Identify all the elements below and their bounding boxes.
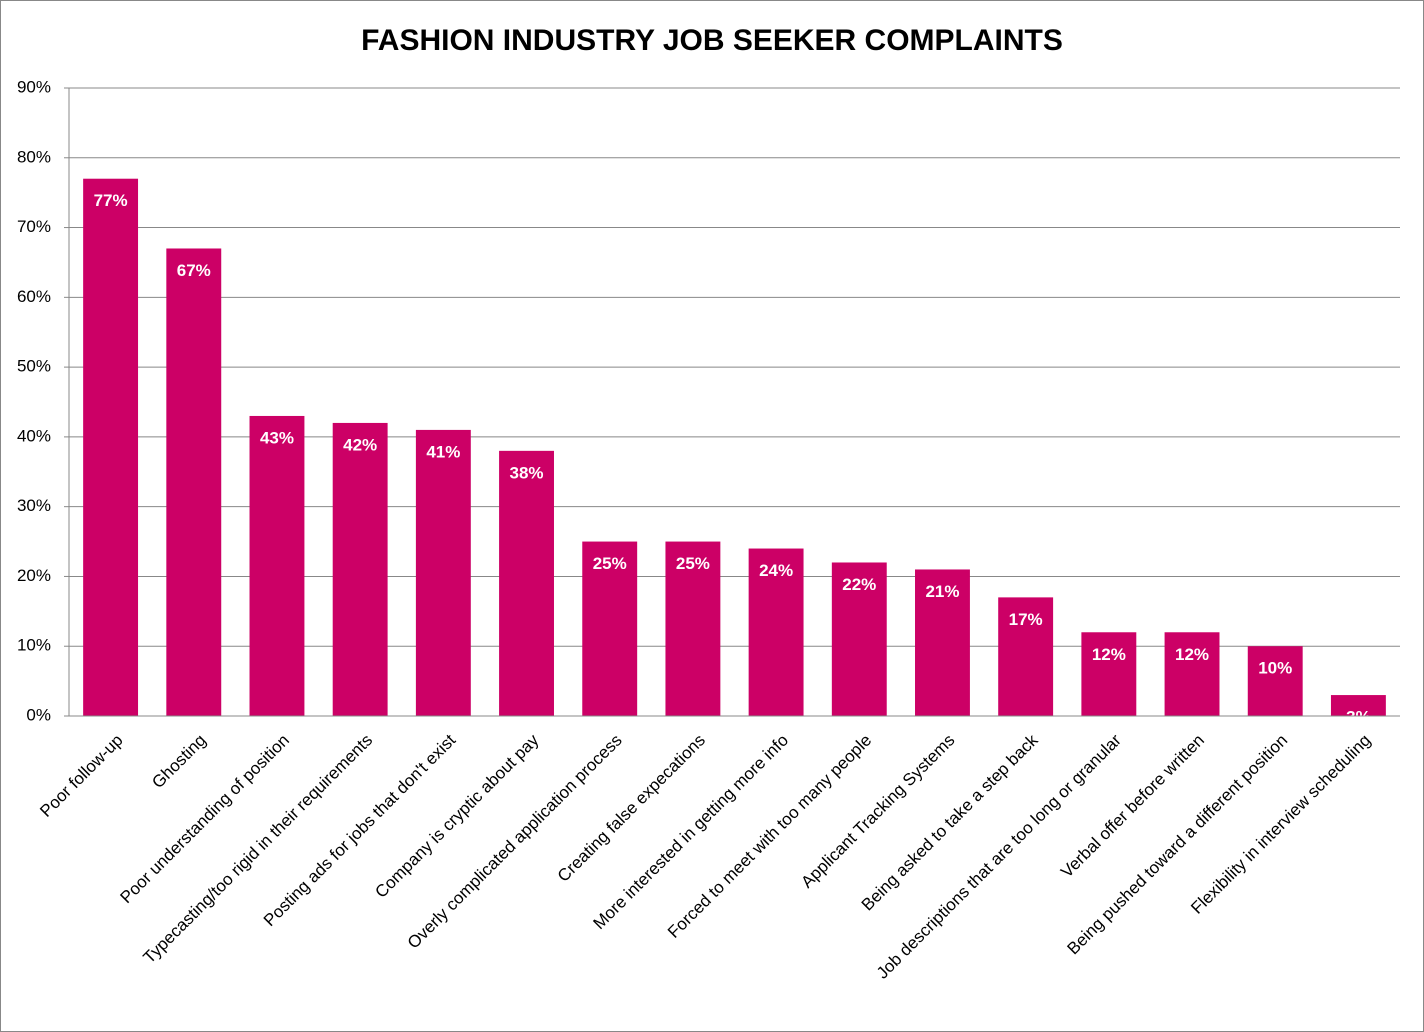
data-label: 41%: [426, 442, 460, 461]
y-tick-label: 50%: [17, 357, 51, 376]
bar: [1081, 632, 1137, 716]
bar: [582, 541, 638, 716]
data-label: 43%: [260, 428, 294, 447]
y-tick-label: 60%: [17, 287, 51, 306]
data-label: 38%: [510, 463, 544, 482]
data-label: 10%: [1258, 659, 1292, 678]
bar: [665, 541, 721, 716]
y-tick-label: 40%: [17, 426, 51, 445]
bar: [831, 562, 887, 716]
y-tick-label: 90%: [17, 77, 51, 96]
bar: [332, 422, 388, 716]
data-label: 77%: [94, 191, 128, 210]
data-label: 42%: [343, 435, 377, 454]
bar: [499, 450, 554, 716]
bar: [1330, 695, 1386, 716]
data-label: 22%: [842, 575, 876, 594]
y-tick-label: 0%: [26, 705, 51, 724]
data-label: 12%: [1175, 645, 1209, 664]
data-label: 17%: [1009, 610, 1043, 629]
data-label: 25%: [593, 554, 627, 573]
data-label: 24%: [759, 561, 793, 580]
data-label: 25%: [676, 554, 710, 573]
data-label: 12%: [1092, 645, 1126, 664]
bar: [748, 548, 804, 716]
bar: [166, 248, 222, 716]
y-tick-label: 80%: [17, 147, 51, 166]
bar: [1164, 632, 1220, 716]
chart-title: FASHION INDUSTRY JOB SEEKER COMPLAINTS: [361, 24, 1063, 57]
data-label: 21%: [925, 582, 959, 601]
bar: [83, 178, 139, 716]
bar: [915, 569, 970, 716]
data-label: 3%: [1346, 708, 1371, 727]
bar: [415, 429, 471, 716]
data-label: 67%: [177, 261, 211, 280]
y-tick-label: 20%: [17, 566, 51, 585]
bar: [1247, 646, 1303, 716]
bar: [998, 597, 1054, 716]
bar: [249, 415, 305, 716]
y-tick-label: 30%: [17, 496, 51, 515]
y-tick-label: 70%: [17, 217, 51, 236]
y-tick-label: 10%: [17, 636, 51, 655]
